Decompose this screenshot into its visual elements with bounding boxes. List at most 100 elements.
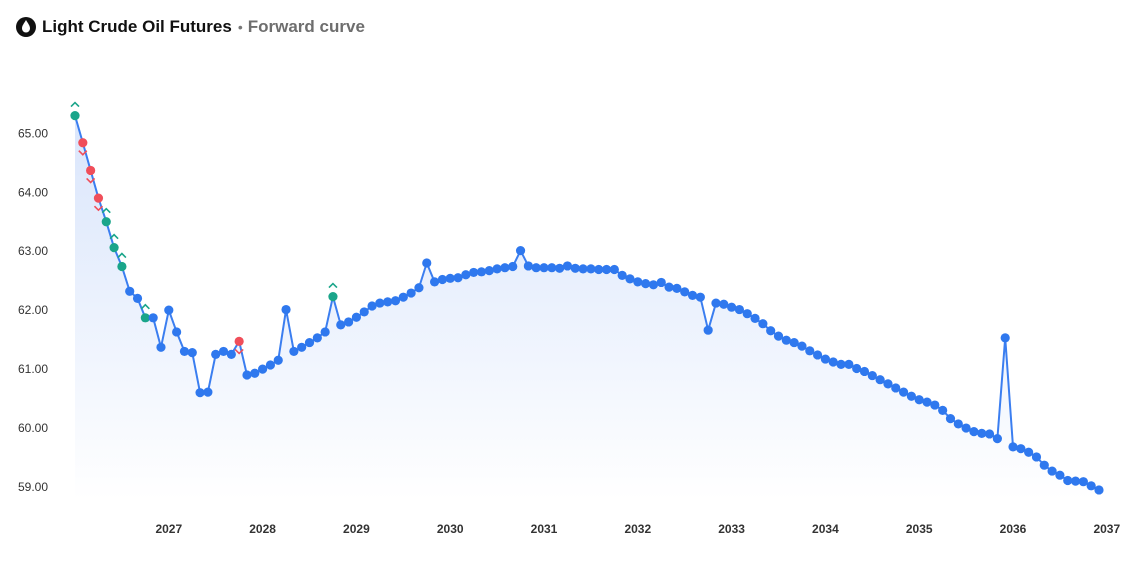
data-point[interactable] — [906, 391, 917, 401]
data-point[interactable] — [351, 312, 361, 322]
data-point[interactable] — [172, 327, 182, 337]
data-point[interactable] — [1016, 444, 1026, 454]
data-point[interactable] — [773, 331, 784, 341]
data-point-down[interactable] — [93, 193, 104, 203]
data-point[interactable] — [484, 266, 494, 276]
data-point[interactable] — [687, 290, 698, 301]
data-point[interactable] — [758, 319, 768, 329]
data-point-up[interactable] — [109, 243, 119, 253]
data-point[interactable] — [414, 283, 424, 293]
data-point[interactable] — [601, 264, 612, 275]
data-point[interactable] — [531, 263, 541, 273]
data-point[interactable] — [476, 267, 487, 277]
data-point[interactable] — [961, 423, 971, 433]
data-point-up[interactable] — [140, 313, 150, 323]
data-point[interactable] — [125, 286, 135, 296]
data-point[interactable] — [711, 298, 721, 308]
data-point[interactable] — [336, 320, 346, 330]
data-point[interactable] — [648, 280, 659, 290]
data-point[interactable] — [875, 375, 885, 385]
data-point[interactable] — [211, 349, 221, 359]
data-point[interactable] — [719, 299, 729, 309]
data-point[interactable] — [187, 347, 197, 358]
data-point[interactable] — [500, 263, 510, 273]
data-point[interactable] — [367, 301, 377, 311]
data-point[interactable] — [625, 274, 635, 284]
data-point[interactable] — [273, 355, 283, 365]
data-point[interactable] — [203, 387, 213, 397]
data-point[interactable] — [938, 405, 948, 415]
data-point[interactable] — [1031, 452, 1042, 462]
data-point-down[interactable] — [86, 165, 96, 176]
data-point[interactable] — [422, 258, 432, 268]
data-point[interactable] — [891, 383, 901, 393]
data-point[interactable] — [375, 298, 385, 308]
data-point[interactable] — [695, 292, 705, 302]
data-point[interactable] — [429, 277, 440, 287]
data-point[interactable] — [781, 335, 791, 345]
data-point[interactable] — [297, 342, 307, 352]
data-point[interactable] — [641, 279, 651, 289]
data-point[interactable] — [1024, 447, 1034, 457]
data-point[interactable] — [343, 317, 354, 327]
data-point[interactable] — [523, 261, 533, 271]
data-point[interactable] — [930, 400, 940, 410]
data-point[interactable] — [766, 326, 776, 336]
data-point[interactable] — [398, 292, 408, 302]
data-point-down[interactable] — [78, 138, 88, 148]
data-point[interactable] — [570, 263, 580, 273]
data-point[interactable] — [132, 293, 143, 303]
data-point[interactable] — [304, 337, 315, 348]
data-point[interactable] — [680, 287, 690, 297]
data-point[interactable] — [867, 370, 877, 381]
data-point[interactable] — [390, 296, 401, 306]
data-point-down[interactable] — [234, 336, 244, 346]
data-point[interactable] — [461, 270, 471, 280]
data-point[interactable] — [1008, 442, 1018, 452]
data-point-up[interactable] — [70, 111, 80, 121]
data-point[interactable] — [703, 325, 713, 335]
data-point[interactable] — [258, 364, 268, 374]
data-point[interactable] — [633, 277, 643, 287]
data-point[interactable] — [445, 273, 455, 283]
data-point[interactable] — [859, 366, 870, 377]
data-point[interactable] — [242, 370, 252, 380]
data-point[interactable] — [914, 395, 924, 405]
data-point[interactable] — [1078, 477, 1088, 487]
data-point[interactable] — [586, 264, 596, 274]
data-point[interactable] — [312, 333, 322, 343]
data-point[interactable] — [969, 426, 979, 437]
data-point-up[interactable] — [328, 291, 338, 302]
data-point[interactable] — [789, 337, 799, 348]
data-point[interactable] — [164, 305, 174, 315]
data-point[interactable] — [1063, 475, 1073, 486]
data-point[interactable] — [406, 288, 416, 298]
data-point[interactable] — [898, 387, 909, 397]
data-point[interactable] — [992, 434, 1002, 444]
data-point[interactable] — [359, 307, 369, 317]
data-point[interactable] — [609, 264, 619, 275]
data-point[interactable] — [281, 304, 291, 315]
data-point[interactable] — [492, 264, 502, 274]
data-point[interactable] — [813, 350, 823, 360]
data-point[interactable] — [844, 359, 854, 369]
data-point[interactable] — [742, 309, 752, 319]
data-point[interactable] — [218, 346, 229, 357]
data-point[interactable] — [734, 304, 745, 315]
data-point[interactable] — [836, 359, 846, 369]
data-point[interactable] — [562, 261, 573, 271]
data-point[interactable] — [578, 264, 588, 274]
data-point[interactable] — [617, 270, 627, 280]
data-point[interactable] — [508, 261, 518, 272]
data-point[interactable] — [922, 397, 932, 407]
data-point[interactable] — [953, 419, 963, 429]
data-point[interactable] — [664, 282, 674, 292]
data-point[interactable] — [250, 368, 260, 378]
data-point[interactable] — [797, 341, 807, 351]
data-point[interactable] — [383, 297, 393, 307]
data-point[interactable] — [539, 263, 549, 273]
data-point[interactable] — [1000, 333, 1010, 343]
data-point[interactable] — [750, 313, 760, 323]
data-point[interactable] — [852, 363, 862, 374]
data-point[interactable] — [148, 313, 158, 323]
